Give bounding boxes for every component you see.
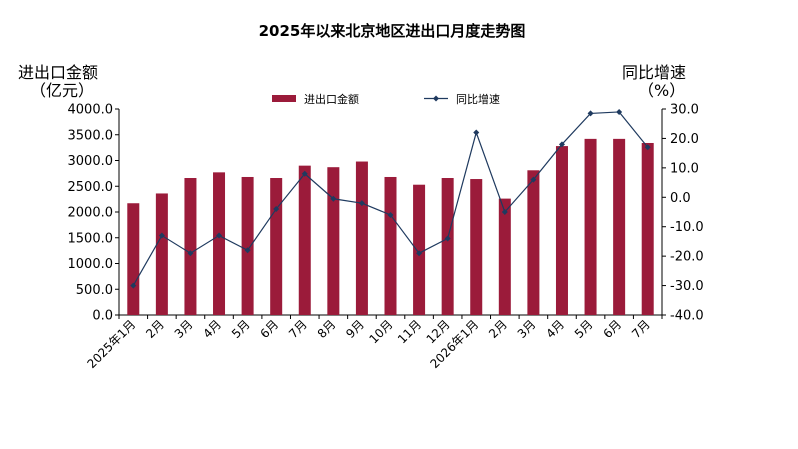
x-tick-label: 6月 (258, 317, 282, 341)
line-point (501, 209, 508, 215)
x-tick-label: 7月 (629, 317, 653, 341)
bar (413, 184, 426, 315)
line-point (558, 141, 565, 148)
bar (327, 167, 340, 315)
right-axis-title: 同比增速 (622, 63, 686, 82)
x-tick-label: 3月 (172, 317, 196, 341)
bar (270, 178, 283, 315)
right-tick-label: -30.0 (670, 279, 704, 294)
left-tick-label: 1500.0 (68, 231, 114, 246)
x-tick-label: 11月 (395, 317, 424, 346)
line-point (358, 200, 365, 207)
right-axis-unit: （%） (638, 81, 685, 100)
line-point (244, 247, 251, 254)
right-tick-label: 0.0 (670, 191, 691, 206)
x-tick-label: 6月 (600, 317, 624, 341)
x-tick-label: 9月 (343, 317, 367, 341)
line-point (530, 176, 537, 183)
left-tick-label: 2000.0 (68, 206, 114, 221)
bar (498, 198, 511, 315)
left-tick-label: 4000.0 (68, 103, 114, 118)
legend-bar-label: 进出口金额 (304, 92, 359, 106)
right-tick-label: -10.0 (670, 220, 704, 235)
plot-area: 0.0 500.0 1000.0 1500.0 2000.0 2500.0 3000.0 35… (68, 103, 704, 372)
legend: 进出口金额 同比增速 (272, 92, 500, 106)
line-point (158, 232, 165, 239)
left-tick-label: 0.0 (92, 309, 113, 324)
bar (584, 138, 597, 315)
left-tick-label: 3000.0 (68, 154, 114, 169)
line-point (187, 250, 194, 257)
x-tick-label: 10月 (366, 317, 395, 346)
x-tick-label: 4月 (200, 317, 224, 341)
chart-title: 2025年以来北京地区进出口月度走势图 (259, 22, 526, 40)
bar (127, 203, 140, 315)
line-point (130, 282, 137, 289)
bar (641, 142, 654, 315)
legend-line-marker (433, 95, 439, 102)
x-tick-label: 2025年1月 (85, 317, 139, 371)
line-point (330, 195, 337, 202)
left-tick-label: 2500.0 (68, 180, 114, 195)
right-tick-label: -40.0 (670, 309, 704, 324)
line-point (587, 110, 594, 117)
right-tick-label: 10.0 (670, 161, 699, 176)
line-point (644, 144, 651, 151)
x-tick-label: 5月 (572, 317, 596, 341)
x-tick-label: 7月 (286, 317, 310, 341)
x-tick-label: 5月 (229, 317, 253, 341)
bar (355, 161, 368, 315)
bar (555, 146, 568, 315)
bar (527, 170, 540, 315)
x-tick-label: 8月 (315, 317, 339, 341)
bar (470, 179, 483, 315)
line-point (444, 235, 451, 242)
bar (184, 178, 197, 315)
left-tick-label: 3500.0 (68, 128, 114, 143)
line-point (216, 232, 223, 239)
x-tick-label: 4月 (543, 317, 567, 341)
left-tick-label: 1000.0 (68, 257, 114, 272)
right-tick-label: -20.0 (670, 250, 704, 265)
x-tick-label: 2月 (143, 317, 167, 341)
bar (441, 178, 454, 315)
line-point (273, 206, 280, 213)
bar (155, 193, 168, 315)
bar (613, 138, 626, 315)
line-point (387, 211, 394, 218)
left-tick-label: 500.0 (76, 283, 113, 298)
x-tick-label: 2月 (486, 317, 510, 341)
right-tick-label: 30.0 (670, 103, 699, 118)
left-axis-title: 进出口金额 (18, 63, 98, 82)
left-axis-unit: （亿元） (30, 81, 94, 100)
bar (298, 165, 311, 315)
x-tick-label: 3月 (515, 317, 539, 341)
legend-line-label: 同比增速 (456, 92, 500, 106)
right-tick-label: 20.0 (670, 132, 699, 147)
bar (213, 172, 226, 315)
legend-bar-swatch (272, 95, 296, 102)
line-point (301, 170, 308, 177)
bar (384, 176, 397, 315)
line-point (473, 129, 480, 136)
line-point (416, 250, 423, 257)
bar (241, 176, 254, 315)
line-point (616, 108, 623, 115)
